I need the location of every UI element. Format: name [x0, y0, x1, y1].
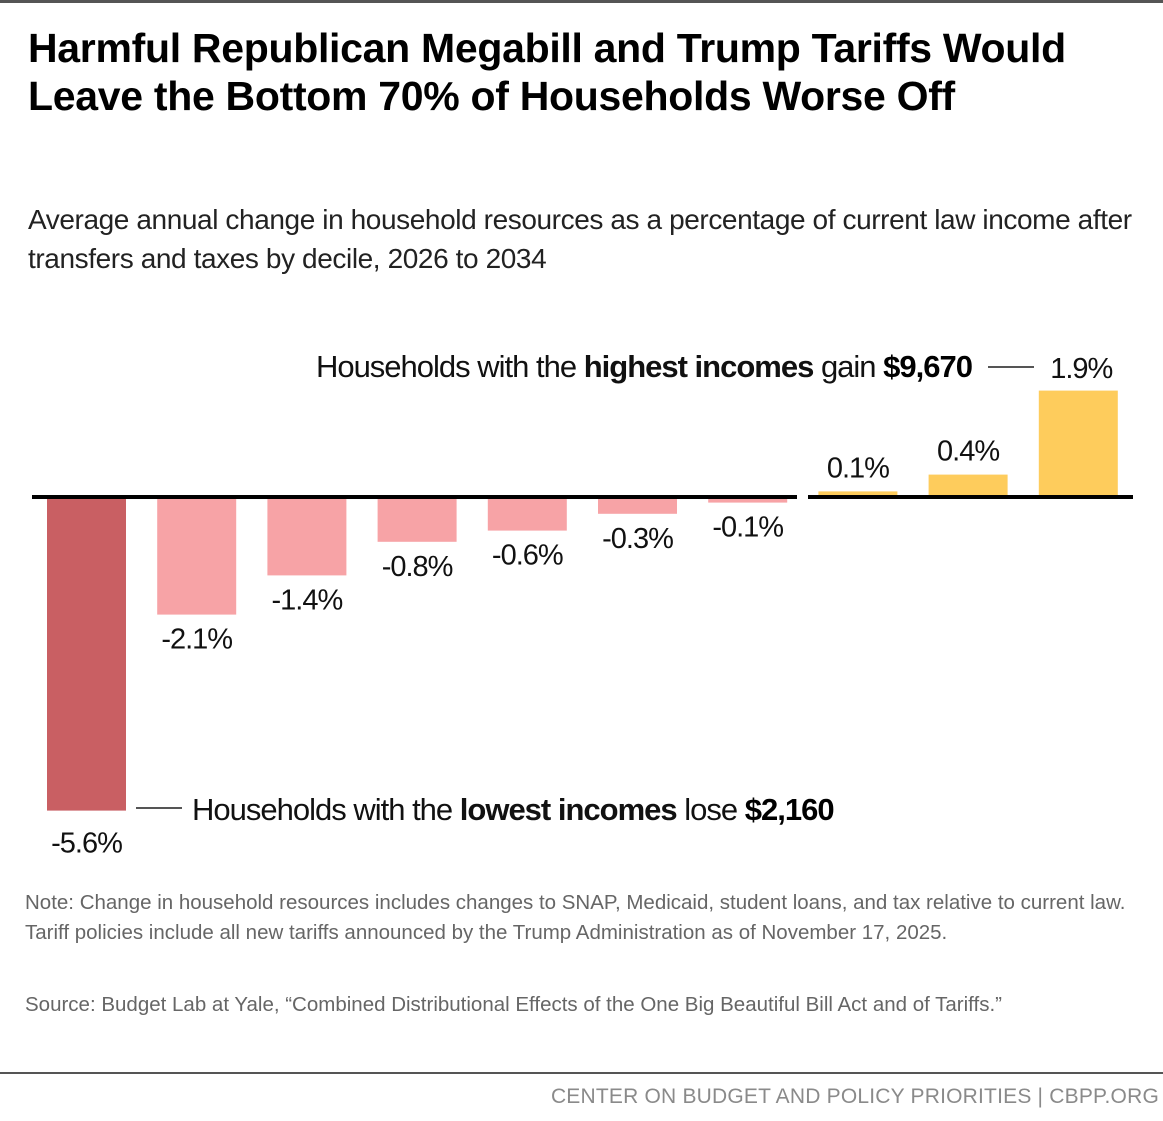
chart-source: Source: Budget Lab at Yale, “Combined Di…	[25, 993, 1002, 1016]
bar-2	[157, 497, 237, 615]
bar-4	[377, 497, 457, 542]
top-border	[0, 0, 1163, 3]
annotation-highest-part-4: $9,670	[883, 349, 972, 384]
annotation-lowest-part-2: lowest incomes	[460, 792, 677, 827]
annotation-highest-part-3: gain	[813, 349, 883, 384]
bar-8	[818, 491, 898, 497]
chart-title: Harmful Republican Megabill and Trump Ta…	[28, 25, 1066, 119]
bar-5	[487, 497, 567, 531]
annotation-lowest-part-4: $2,160	[745, 792, 834, 827]
chart-note: Note: Change in household resources incl…	[25, 891, 1126, 944]
value-labels-group: -5.6% -2.1% -1.4% -0.8% -0.6% -0.3% -0.1% 0.1% 0…	[51, 353, 1113, 860]
annotation-lowest-part-3: lose	[677, 792, 745, 827]
bars-group	[47, 390, 1118, 811]
bar-chart: -5.6% -2.1% -1.4% -0.8% -0.6% -0.3% -0.1% 0.1% 0…	[32, 349, 1133, 860]
value-label-8: 0.1%	[827, 452, 889, 484]
bar-10	[1038, 390, 1118, 497]
bar-1	[47, 497, 126, 811]
footer-divider	[0, 1072, 1163, 1074]
value-label-9: 0.4%	[937, 436, 999, 468]
value-label-5: -0.6%	[492, 540, 563, 572]
annotation-highest-part-2: highest incomes	[584, 349, 814, 384]
value-label-7: -0.1%	[712, 512, 783, 544]
annotation-lowest-part-1: Households with the	[192, 792, 460, 827]
annotation-highest: Households with the highest incomes gain…	[316, 349, 972, 384]
annotation-highest-part-1: Households with the	[316, 349, 584, 384]
value-label-1: -5.6%	[51, 828, 122, 860]
value-label-3: -1.4%	[272, 584, 343, 616]
bar-3	[267, 497, 347, 576]
bar-9	[928, 474, 1008, 497]
bar-7	[708, 497, 788, 503]
value-label-6: -0.3%	[602, 523, 673, 555]
value-label-10: 1.9%	[1050, 353, 1112, 385]
value-label-4: -0.8%	[382, 551, 453, 583]
footer-credit: CENTER ON BUDGET AND POLICY PRIORITIES |…	[550, 1085, 1159, 1108]
chart-subtitle: Average annual change in household resou…	[28, 204, 1132, 274]
bar-6	[598, 497, 677, 514]
annotation-lowest: Households with the lowest incomes lose …	[192, 792, 834, 827]
annotations-group: Households with the highest incomes gain…	[136, 349, 1034, 827]
value-label-2: -2.1%	[161, 624, 232, 656]
